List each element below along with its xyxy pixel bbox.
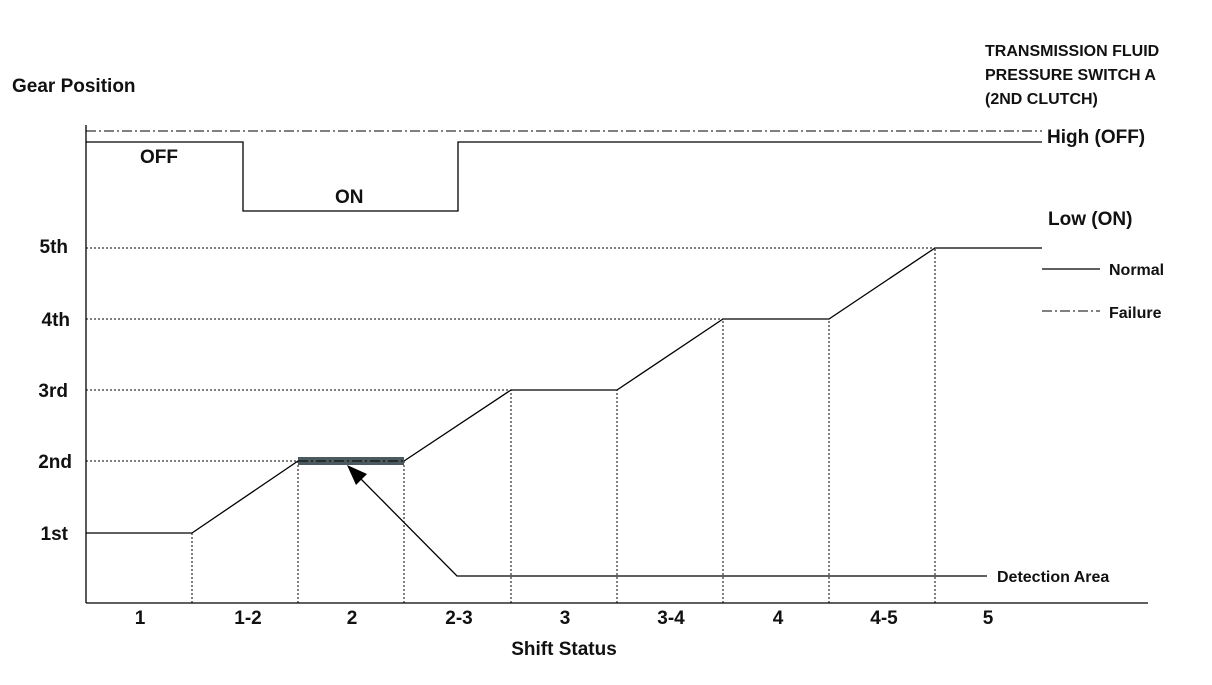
- shift-label: 1: [135, 608, 146, 629]
- gear-label: 1st: [41, 524, 69, 545]
- shift-label: 3-4: [657, 608, 685, 629]
- gear-line: [86, 247, 1042, 534]
- shift-label: 2-3: [445, 608, 472, 629]
- guides: [86, 247, 936, 603]
- shift-label: 4: [773, 608, 784, 629]
- detection-highlight: [298, 457, 404, 465]
- switch-line: [86, 141, 1042, 212]
- legend-normal: Normal: [1109, 262, 1164, 279]
- shift-label: 2: [347, 608, 358, 629]
- switch-title: (2ND CLUTCH): [985, 91, 1098, 108]
- y-axis-title: Gear Position: [12, 76, 136, 97]
- legend-failure: Failure: [1109, 305, 1162, 322]
- shift-label: 3: [560, 608, 571, 629]
- gear-label: 4th: [42, 310, 71, 331]
- gear-label: 5th: [40, 237, 69, 258]
- switch-off: OFF: [140, 147, 178, 168]
- pointer-line: [357, 475, 987, 577]
- shift-label: 5: [983, 608, 994, 629]
- switch-title: PRESSURE SWITCH A: [985, 67, 1156, 84]
- arrowhead: [347, 465, 367, 485]
- gear-label: 3rd: [38, 381, 68, 402]
- shift-label: 4-5: [870, 608, 898, 629]
- detection-label: Detection Area: [997, 569, 1109, 586]
- switch-high: High (OFF): [1047, 127, 1145, 148]
- switch-low: Low (ON): [1048, 209, 1132, 230]
- shift-label: 1-2: [234, 608, 261, 629]
- switch-on: ON: [335, 187, 364, 208]
- x-axis-title: Shift Status: [511, 639, 617, 660]
- gear-label: 2nd: [38, 452, 72, 473]
- switch-title: TRANSMISSION FLUID: [985, 43, 1159, 60]
